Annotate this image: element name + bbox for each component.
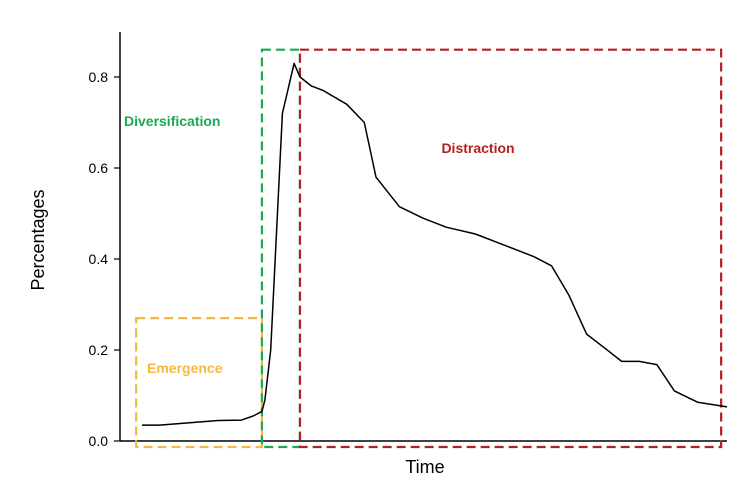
emergence-label: Emergence [147,360,223,376]
diversification-label: Diversification [124,113,220,129]
y-tick-label-0: 0.0 [89,433,109,449]
y-tick-label-4: 0.8 [89,69,109,85]
y-tick-label-1: 0.2 [89,342,109,358]
distraction-region-box [298,48,723,449]
phase-regions: Emergence Diversification Distraction [124,48,723,449]
axes [119,32,727,442]
emergence-region-box [135,317,264,449]
y-ticks: 0.0 0.2 0.4 0.6 0.8 [89,69,120,449]
distraction-label: Distraction [441,140,514,156]
percentage-line [142,62,728,426]
y-axis-title: Percentages [28,189,48,290]
y-tick-label-3: 0.6 [89,160,109,176]
diversification-region-box [260,48,302,449]
y-tick-label-2: 0.4 [89,251,109,267]
x-axis-title: Time [405,457,444,477]
